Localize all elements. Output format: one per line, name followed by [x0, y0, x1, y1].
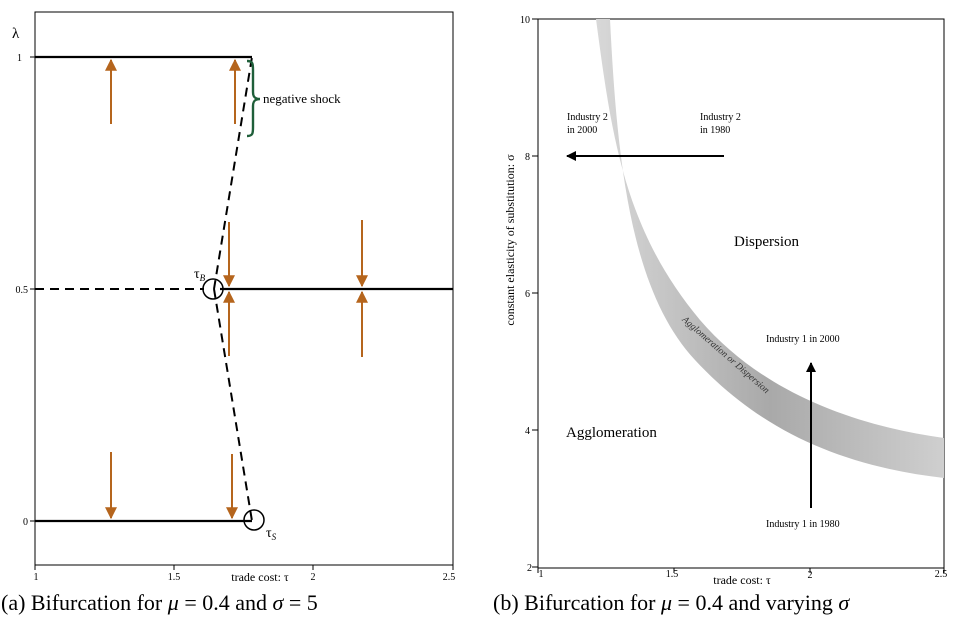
panel-a-y-label: λ	[12, 26, 20, 42]
panel-b-frame	[537, 18, 945, 569]
region-dispersion-label: Dispersion	[734, 234, 799, 250]
panel-b-y-tick-label-10: 10	[520, 15, 530, 26]
industry2-2000-label-line2: in 2000	[567, 125, 597, 136]
agglomeration-or-dispersion-band	[596, 19, 944, 478]
panel-a-x-tick-label-1: 1	[34, 572, 39, 583]
unstable-branch-upper	[213, 56, 253, 290]
panel-a-y-tick-label-0: 0	[23, 517, 28, 528]
tau-b-circle	[202, 278, 224, 300]
caption-a: (a) Bifurcation for μ = 0.4 and σ = 5	[1, 590, 318, 615]
caption-b: (b) Bifurcation for μ = 0.4 and varying …	[493, 590, 850, 615]
panel-b-y-tick-label-2: 2	[527, 563, 532, 574]
panel-a-x-tick-label-2: 2	[311, 572, 316, 583]
panel-b-x-tick-label-1: 1	[539, 569, 544, 580]
panel-a-x-tick-label-15: 1.5	[168, 572, 181, 583]
panel-b: 10 8 6 4 2 1 1.5 2 2.5 trade cost: τ con…	[503, 15, 947, 587]
panel-b-x-tick-label-25: 2.5	[935, 569, 948, 580]
panel-b-y-tick-label-6: 6	[525, 289, 530, 300]
panel-a-y-tick-label-1: 1	[17, 53, 22, 64]
industry1-2000-label: Industry 1 in 2000	[766, 334, 840, 345]
panel-a-y-tick-label-05: 0.5	[16, 285, 29, 296]
negative-shock-brace	[246, 59, 261, 138]
industry2-1980-label-line1: Industry 2	[700, 112, 741, 123]
panel-a-x-tick-label-25: 2.5	[443, 572, 456, 583]
industry2-2000-label-line1: Industry 2	[567, 112, 608, 123]
panel-a: λ 1 0.5 0 1 1.5 2 2.5 trade cost: τ τB τ…	[12, 11, 456, 584]
region-agglomeration-label: Agglomeration	[566, 425, 657, 441]
tau-b-label: τB	[194, 267, 206, 283]
panel-b-y-label: constant elasticity of substitution: σ	[503, 154, 517, 326]
panel-b-x-tick-label-15: 1.5	[666, 569, 679, 580]
tau-s-circle	[243, 509, 265, 531]
panel-b-x-tick-label-2: 2	[808, 570, 813, 581]
negative-shock-label: negative shock	[263, 91, 341, 106]
industry2-1980-label-line2: in 1980	[700, 125, 730, 136]
industry1-1980-label: Industry 1 in 1980	[766, 519, 840, 530]
tau-s-label: τS	[266, 526, 277, 542]
panel-b-y-tick-label-4: 4	[525, 426, 530, 437]
panel-a-x-label: trade cost: τ	[231, 570, 289, 584]
unstable-branch-lower	[213, 288, 253, 522]
panel-b-y-tick-label-8: 8	[525, 152, 530, 163]
panel-b-x-label: trade cost: τ	[713, 573, 771, 587]
